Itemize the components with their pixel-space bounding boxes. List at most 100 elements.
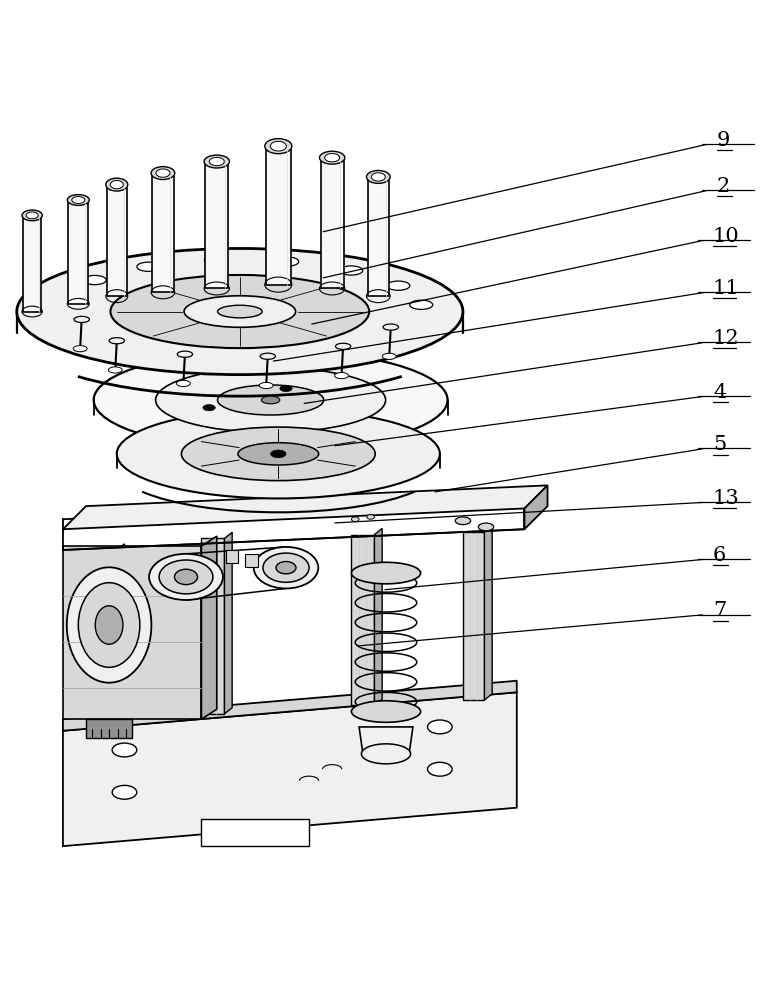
- Ellipse shape: [149, 554, 223, 600]
- Polygon shape: [225, 532, 232, 714]
- Polygon shape: [205, 162, 229, 288]
- Ellipse shape: [26, 212, 38, 219]
- Ellipse shape: [428, 762, 452, 776]
- Polygon shape: [201, 536, 217, 719]
- Text: 7: 7: [713, 601, 726, 620]
- Text: 4: 4: [713, 383, 726, 402]
- Ellipse shape: [335, 343, 350, 349]
- Ellipse shape: [178, 351, 192, 357]
- Ellipse shape: [455, 517, 471, 525]
- Polygon shape: [359, 727, 413, 754]
- Polygon shape: [367, 177, 389, 296]
- Ellipse shape: [156, 368, 386, 433]
- Ellipse shape: [238, 443, 319, 465]
- Ellipse shape: [209, 157, 225, 166]
- Text: 12: 12: [713, 329, 740, 348]
- Ellipse shape: [72, 197, 85, 203]
- Ellipse shape: [73, 346, 87, 352]
- Ellipse shape: [325, 154, 340, 162]
- Ellipse shape: [382, 353, 396, 359]
- Ellipse shape: [177, 380, 191, 387]
- Polygon shape: [68, 200, 88, 304]
- Ellipse shape: [117, 409, 440, 498]
- Polygon shape: [63, 546, 201, 719]
- Polygon shape: [152, 173, 174, 292]
- Ellipse shape: [112, 743, 137, 757]
- Polygon shape: [245, 554, 258, 567]
- Ellipse shape: [387, 281, 410, 290]
- Ellipse shape: [367, 170, 390, 183]
- Ellipse shape: [83, 275, 107, 285]
- Polygon shape: [463, 532, 485, 700]
- Ellipse shape: [479, 523, 493, 531]
- Polygon shape: [259, 292, 276, 496]
- Text: 9: 9: [716, 131, 730, 150]
- Ellipse shape: [263, 553, 309, 582]
- Polygon shape: [374, 528, 382, 705]
- Ellipse shape: [334, 372, 348, 379]
- Polygon shape: [226, 550, 239, 563]
- Ellipse shape: [361, 744, 411, 764]
- Polygon shape: [107, 185, 127, 296]
- Ellipse shape: [351, 701, 421, 722]
- Polygon shape: [63, 529, 524, 550]
- Polygon shape: [524, 485, 547, 529]
- Text: 10: 10: [713, 227, 740, 246]
- Text: 2: 2: [716, 177, 730, 196]
- Ellipse shape: [351, 517, 359, 522]
- Ellipse shape: [410, 300, 433, 309]
- Ellipse shape: [367, 515, 374, 519]
- Ellipse shape: [351, 562, 421, 584]
- Ellipse shape: [271, 450, 286, 458]
- Polygon shape: [266, 146, 290, 285]
- Ellipse shape: [110, 275, 369, 348]
- Ellipse shape: [254, 547, 318, 588]
- Ellipse shape: [279, 385, 292, 392]
- Ellipse shape: [320, 151, 345, 164]
- Ellipse shape: [137, 262, 160, 271]
- Ellipse shape: [78, 583, 140, 667]
- Ellipse shape: [106, 178, 128, 191]
- Ellipse shape: [340, 266, 363, 275]
- Polygon shape: [485, 526, 493, 700]
- Text: 6: 6: [713, 546, 726, 565]
- Ellipse shape: [95, 606, 123, 644]
- Ellipse shape: [156, 169, 170, 177]
- Polygon shape: [63, 681, 516, 731]
- Ellipse shape: [66, 567, 151, 683]
- Ellipse shape: [383, 324, 398, 330]
- Ellipse shape: [159, 560, 213, 594]
- Ellipse shape: [17, 248, 463, 375]
- Ellipse shape: [151, 167, 174, 180]
- Ellipse shape: [276, 562, 296, 574]
- Ellipse shape: [218, 305, 262, 318]
- Ellipse shape: [184, 296, 296, 327]
- Ellipse shape: [181, 427, 375, 481]
- Polygon shape: [23, 215, 42, 312]
- Ellipse shape: [276, 257, 299, 266]
- Ellipse shape: [110, 180, 124, 189]
- Ellipse shape: [265, 139, 292, 154]
- Text: 5: 5: [713, 435, 726, 454]
- Ellipse shape: [428, 720, 452, 734]
- Polygon shape: [320, 158, 344, 288]
- Ellipse shape: [204, 155, 229, 168]
- Text: 11: 11: [713, 279, 740, 298]
- Ellipse shape: [371, 173, 385, 181]
- Polygon shape: [63, 485, 547, 529]
- Ellipse shape: [203, 405, 215, 411]
- Ellipse shape: [259, 382, 273, 389]
- Ellipse shape: [112, 785, 137, 799]
- Ellipse shape: [93, 350, 448, 450]
- Ellipse shape: [22, 210, 42, 221]
- Polygon shape: [93, 550, 117, 719]
- Ellipse shape: [74, 316, 90, 323]
- Polygon shape: [63, 692, 516, 846]
- Ellipse shape: [218, 385, 323, 415]
- Ellipse shape: [109, 338, 124, 344]
- Ellipse shape: [174, 569, 198, 585]
- Ellipse shape: [205, 256, 228, 265]
- Ellipse shape: [270, 141, 286, 151]
- Polygon shape: [117, 544, 124, 719]
- Ellipse shape: [262, 396, 279, 404]
